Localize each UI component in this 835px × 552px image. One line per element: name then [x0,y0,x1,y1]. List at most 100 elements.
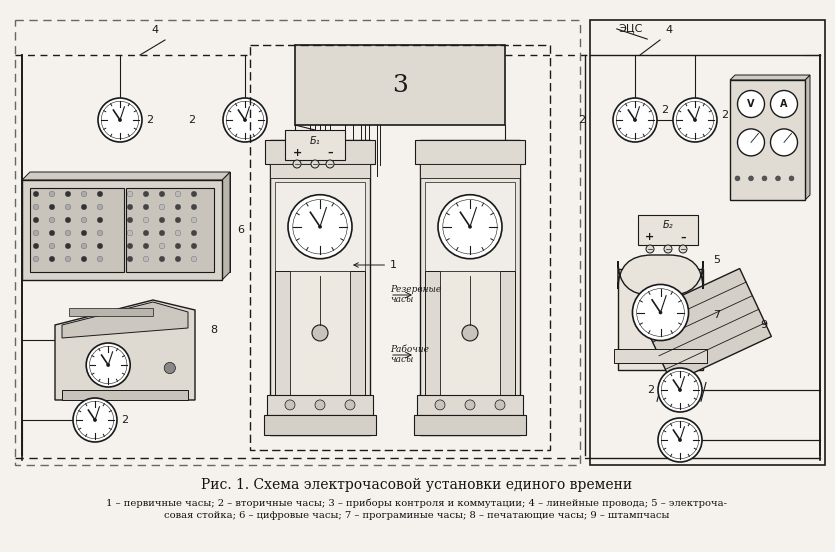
Bar [417,395,523,415]
Circle shape [143,191,149,197]
Circle shape [634,119,636,121]
Circle shape [285,400,295,410]
Circle shape [658,418,702,462]
Text: –: – [681,232,686,242]
Bar [264,415,376,435]
Bar [638,215,698,245]
Text: 2: 2 [188,115,195,125]
Bar [290,271,350,395]
Circle shape [33,243,38,249]
Circle shape [49,256,55,262]
Circle shape [33,191,38,197]
Bar [425,183,515,271]
Text: 3: 3 [392,73,408,97]
Text: Б₁: Б₁ [310,135,321,146]
Bar [500,271,515,395]
Circle shape [326,160,334,168]
Bar [285,130,345,160]
Circle shape [143,256,149,262]
Text: 1 – первичные часы; 2 – вторичные часы; 3 – приборы контроля и коммутации; 4 – л: 1 – первичные часы; 2 – вторичные часы; … [107,498,727,507]
Circle shape [65,230,71,236]
Circle shape [159,256,164,262]
Polygon shape [730,75,810,80]
Circle shape [311,160,319,168]
Text: 2: 2 [578,115,585,125]
Circle shape [49,217,55,223]
Bar [62,390,188,400]
Circle shape [293,160,301,168]
Circle shape [632,284,689,341]
Circle shape [81,230,87,236]
Circle shape [97,191,103,197]
FancyBboxPatch shape [618,255,703,295]
Text: 4: 4 [665,25,672,35]
Text: Рис. 1. Схема электрочасовой установки единого времени: Рис. 1. Схема электрочасовой установки е… [201,478,633,492]
Circle shape [659,311,662,314]
Circle shape [65,243,71,249]
Circle shape [159,217,164,223]
Circle shape [33,230,38,236]
Circle shape [49,204,55,210]
Text: 2: 2 [647,385,654,395]
Circle shape [673,98,717,142]
Circle shape [679,389,681,391]
Circle shape [65,191,71,197]
Circle shape [191,217,197,223]
Polygon shape [222,172,230,280]
Circle shape [735,176,740,181]
Text: +: + [292,147,301,157]
Text: часы: часы [390,355,413,364]
Circle shape [776,176,781,181]
Circle shape [175,256,181,262]
Bar [270,140,370,435]
Circle shape [127,256,133,262]
Circle shape [789,176,794,181]
Circle shape [318,225,321,228]
Bar [420,140,520,435]
Bar [126,188,214,272]
Circle shape [495,400,505,410]
Circle shape [175,217,181,223]
Text: Б₂: Б₂ [663,220,673,231]
Circle shape [748,176,753,181]
Bar [618,269,703,370]
Circle shape [679,438,681,442]
Polygon shape [22,172,230,180]
Circle shape [127,204,133,210]
Circle shape [81,204,87,210]
Circle shape [223,98,267,142]
Circle shape [81,256,87,262]
Circle shape [159,191,164,197]
Circle shape [94,418,97,422]
Circle shape [159,230,164,236]
Bar [275,183,365,271]
Circle shape [468,225,472,228]
Circle shape [98,98,142,142]
Bar [22,180,222,280]
Circle shape [737,129,765,156]
Bar [295,45,505,125]
Circle shape [312,325,328,341]
Circle shape [127,191,133,197]
Text: Резервные: Резервные [390,285,441,295]
Circle shape [315,400,325,410]
Circle shape [175,230,181,236]
Circle shape [613,98,657,142]
Polygon shape [640,268,772,383]
Circle shape [191,204,197,210]
Circle shape [175,243,181,249]
Circle shape [345,400,355,410]
Circle shape [81,243,87,249]
Text: Рабочие: Рабочие [390,346,429,354]
Bar [425,271,440,395]
Circle shape [679,245,687,253]
Circle shape [65,204,71,210]
Circle shape [143,230,149,236]
Circle shape [435,400,445,410]
Circle shape [159,243,164,249]
Circle shape [143,243,149,249]
Circle shape [658,368,702,412]
Bar [15,20,580,465]
Circle shape [143,217,149,223]
Text: –: – [327,147,333,157]
